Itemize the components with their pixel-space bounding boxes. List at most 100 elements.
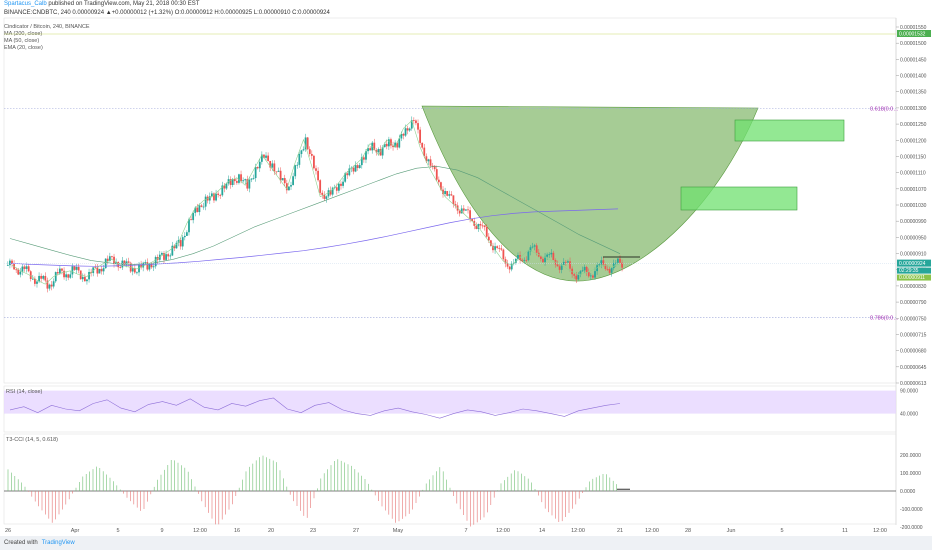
- candle-body: [481, 225, 484, 227]
- candle-body: [367, 148, 369, 152]
- candle-body: [485, 227, 488, 237]
- candle-body: [252, 178, 255, 179]
- price-tick-label: 0.00000830: [900, 284, 927, 290]
- legend-ema20[interactable]: EMA (20, close): [4, 45, 43, 51]
- candle-body: [292, 176, 294, 186]
- candle-body: [471, 218, 474, 221]
- candle-body: [392, 145, 394, 148]
- candle-body: [335, 187, 338, 191]
- candle-body: [210, 193, 213, 197]
- candle-body: [77, 266, 80, 271]
- candle-body: [34, 278, 36, 284]
- candle-body: [179, 240, 182, 247]
- candle-body: [344, 173, 347, 182]
- candle-body: [585, 266, 588, 273]
- legend-ma50[interactable]: MA (50, close): [4, 38, 40, 44]
- candle-body: [186, 232, 188, 236]
- candle-body: [254, 166, 257, 179]
- candle-body: [579, 271, 582, 275]
- price-tick-label: 0.00001070: [900, 187, 927, 193]
- time-axis[interactable]: 26 Apr 5 9 12:00 16 20 23 27 May 7 12:00 14 12:00 21 12…: [5, 528, 887, 534]
- target-box-lower: [680, 186, 798, 211]
- t3-tick-label: -200.0000: [900, 525, 923, 531]
- candle-body: [100, 268, 103, 272]
- candle-body: [606, 268, 609, 270]
- t3-tick-label: 200.0000: [900, 453, 921, 459]
- countdown-label: 02:29:35: [899, 268, 919, 274]
- top-marker-label: 0.00001532: [899, 32, 926, 38]
- candle-body: [133, 268, 136, 273]
- candle-body: [194, 207, 197, 213]
- candle-body: [86, 279, 88, 282]
- candle-body: [142, 262, 145, 268]
- candle-body: [175, 242, 178, 249]
- candle-body: [562, 261, 565, 265]
- candle-body: [492, 245, 494, 251]
- candle-body: [387, 139, 390, 147]
- last-price-label: 0.00000924: [899, 261, 926, 267]
- candle-body: [69, 274, 72, 278]
- candle-body: [235, 181, 238, 183]
- candle-body: [504, 259, 507, 264]
- candle-body: [83, 276, 86, 282]
- candle-body: [273, 163, 276, 172]
- candle-body: [494, 246, 496, 251]
- candle-body: [556, 264, 559, 267]
- candle-body: [21, 266, 24, 272]
- candle-body: [440, 182, 442, 190]
- grid: [3, 17, 897, 525]
- price-tick-label: 0.00001550: [900, 25, 927, 31]
- t3-label: T3-CCI (14, 5, 0.618): [6, 437, 58, 443]
- candle-body: [117, 261, 120, 268]
- candle-body: [427, 159, 430, 162]
- candle-body: [444, 191, 446, 195]
- candle-body: [283, 178, 286, 184]
- candle-body: [65, 274, 68, 278]
- ema20-line: [11, 120, 621, 285]
- candle-body: [136, 272, 138, 274]
- candle-body: [385, 143, 388, 147]
- candle-body: [217, 193, 220, 195]
- candle-body: [296, 164, 299, 166]
- price-tick-label: 0.00001350: [900, 90, 927, 96]
- cup-pattern-layer: [421, 105, 759, 282]
- candle-body: [360, 157, 363, 166]
- candle-body: [6, 265, 9, 266]
- time-tick-label: 12:00: [571, 528, 585, 534]
- candle-body: [177, 240, 180, 243]
- candle-body: [279, 170, 282, 181]
- fib-level-label: 0.786(0.0…: [870, 316, 899, 322]
- candle-body: [192, 212, 195, 221]
- candle-body: [11, 260, 13, 265]
- candle-body: [154, 257, 157, 267]
- candle-body: [589, 275, 592, 277]
- author-link[interactable]: Spartacus_Calb: [4, 1, 47, 7]
- candle-body: [104, 258, 107, 269]
- time-tick-label: 27: [353, 528, 359, 534]
- candle-body: [483, 225, 486, 228]
- candle-body: [213, 193, 215, 201]
- candle-body: [410, 120, 413, 129]
- candle-body: [240, 174, 242, 182]
- candle-body: [614, 262, 617, 264]
- candle-body: [25, 266, 28, 269]
- price-tick-label: 0.00000715: [900, 332, 927, 338]
- candle-body: [498, 247, 501, 249]
- price-axis[interactable]: 0.00001550 0.00001500 0.00001450 0.00001400…: [896, 25, 931, 387]
- price-tick-label: 0.00000950: [900, 235, 927, 241]
- candle-body: [423, 147, 426, 157]
- chart-header: Spartacus_Calb published on TradingView.…: [0, 0, 932, 18]
- tradingview-brand[interactable]: TradingView: [41, 540, 75, 546]
- last-price-tag: [897, 259, 931, 267]
- candle-body: [221, 185, 224, 196]
- overlay-layer: 0.618(0.0… 0.786(0.0…: [4, 33, 899, 322]
- candle-body: [163, 253, 165, 260]
- rsi-pane[interactable]: RSI (14, close) 90.0000 40.0000: [3, 385, 918, 433]
- candle-body: [152, 266, 155, 268]
- candle-body: [450, 194, 453, 196]
- t3-cci-pane[interactable]: T3-CCI (14, 5, 0.618) 200.0000 100.0000 0.0…: [3, 433, 923, 531]
- published-text: published on TradingView.com, May 21, 20…: [48, 1, 200, 7]
- price-tick-label: 0.00000645: [900, 365, 927, 371]
- candle-body: [567, 261, 569, 263]
